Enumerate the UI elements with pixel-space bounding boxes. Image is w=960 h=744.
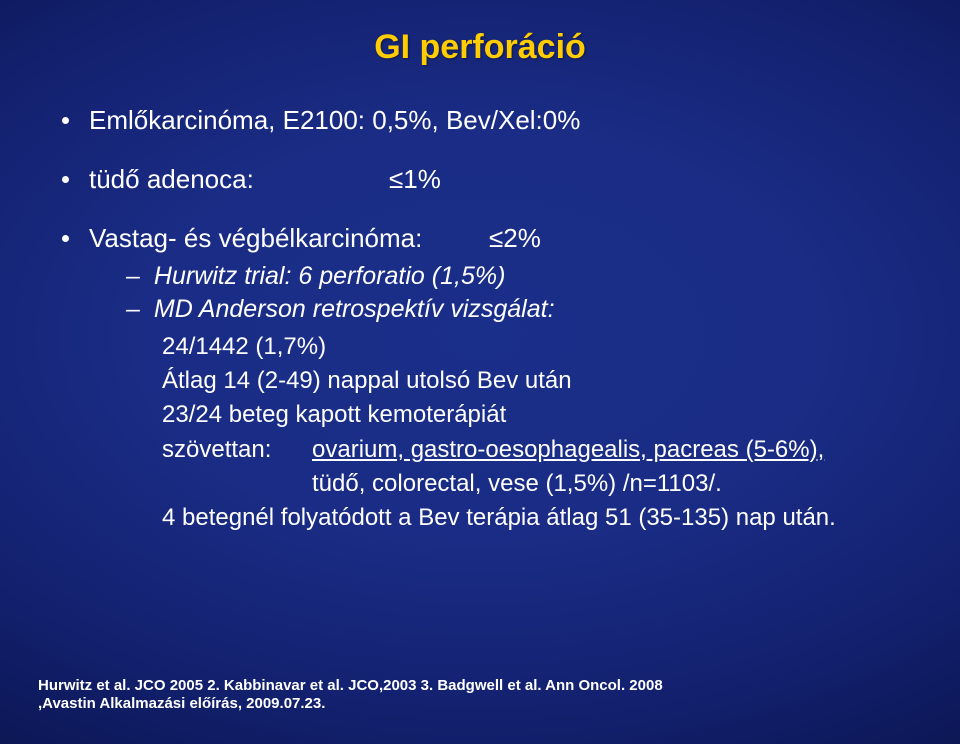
detail-block: 24/1442 (1,7%) Átlag 14 (2-49) nappal ut…: [162, 330, 920, 534]
sub-item-2: – MD Anderson retrospektív vizsgálat:: [126, 295, 920, 324]
sub-list: – Hurwitz trial: 6 perforatio (1,5%) – M…: [126, 262, 920, 324]
content-area: Emlőkarcinóma, E2100: 0,5%, Bev/Xel:0% t…: [0, 103, 960, 535]
value: ≤1%: [389, 162, 441, 197]
bullet-text: Vastag- és végbélkarcinóma: ≤2%: [89, 221, 920, 256]
bullet-2: tüdő adenoca: ≤1%: [62, 162, 920, 197]
label: Vastag- és végbélkarcinóma:: [89, 221, 489, 256]
bullet-dot: [62, 235, 69, 242]
footer-line-2: ,Avastin Alkalmazási előírás, 2009.07.23…: [38, 695, 922, 714]
slide-title: GI perforáció: [0, 28, 960, 67]
sub-text: Hurwitz trial: 6 perforatio (1,5%): [154, 262, 506, 291]
label: tüdő adenoca:: [89, 162, 349, 197]
bullet-text: Emlőkarcinóma, E2100: 0,5%, Bev/Xel:0%: [89, 103, 920, 138]
dash-icon: –: [126, 262, 140, 291]
footer-line-1: Hurwitz et al. JCO 2005 2. Kabbinavar et…: [38, 677, 922, 696]
sub-text: MD Anderson retrospektív vizsgálat:: [154, 295, 555, 324]
detail-line-3: 23/24 beteg kapott kemoterápiát: [162, 398, 920, 432]
detail-szovettan-2: tüdő, colorectal, vese (1,5%) /n=1103/.: [312, 467, 920, 501]
sub-item-1: – Hurwitz trial: 6 perforatio (1,5%): [126, 262, 920, 291]
bullet-1: Emlőkarcinóma, E2100: 0,5%, Bev/Xel:0%: [62, 103, 920, 138]
szovettan-value-1: ovarium, gastro-oesophagealis, pacreas (…: [312, 433, 824, 467]
bullet-text: tüdő adenoca: ≤1%: [89, 162, 920, 197]
footer-citation: Hurwitz et al. JCO 2005 2. Kabbinavar et…: [38, 677, 922, 715]
dash-icon: –: [126, 295, 140, 324]
detail-szovettan-1: szövettan: ovarium, gastro-oesophagealis…: [162, 433, 920, 467]
detail-line-2: Átlag 14 (2-49) nappal utolsó Bev után: [162, 364, 920, 398]
detail-line-4: 4 betegnél folyatódott a Bev terápia átl…: [162, 501, 920, 535]
bullet-3: Vastag- és végbélkarcinóma: ≤2%: [62, 221, 920, 256]
szovettan-label: szövettan:: [162, 433, 312, 467]
detail-line-1: 24/1442 (1,7%): [162, 330, 920, 364]
bullet-dot: [62, 117, 69, 124]
bullet-dot: [62, 176, 69, 183]
value: ≤2%: [489, 221, 541, 256]
